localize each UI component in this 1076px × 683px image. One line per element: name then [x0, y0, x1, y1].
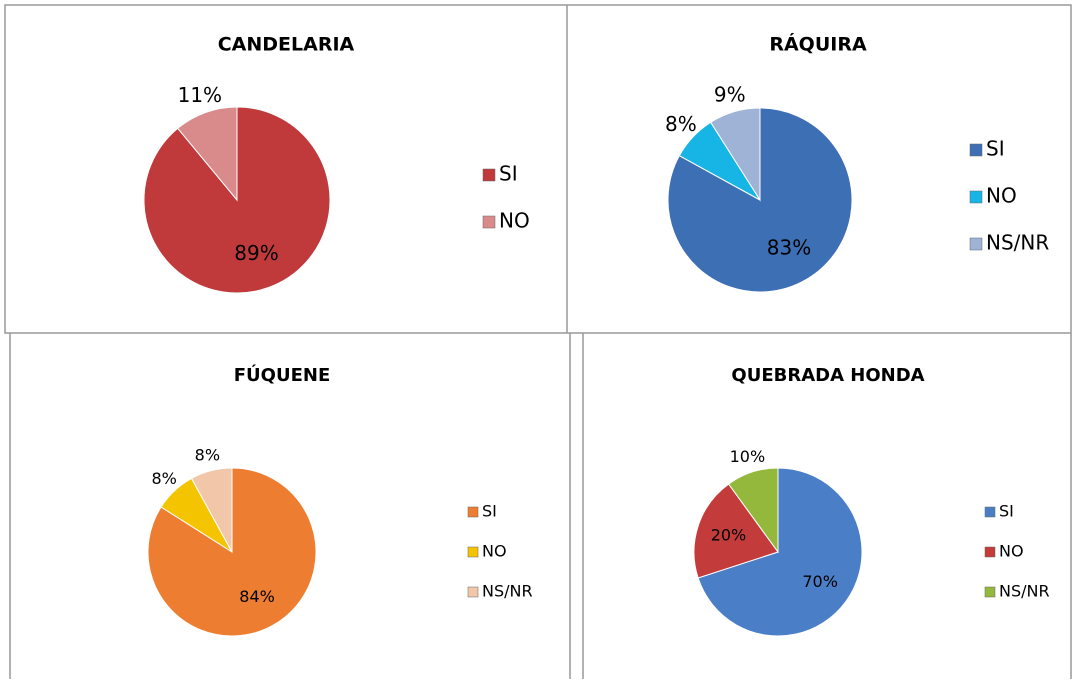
pie-slice [697, 467, 863, 637]
legend-marker [482, 215, 496, 229]
legend-marker [969, 237, 983, 251]
chart-title: FÚQUENE [234, 364, 331, 386]
legend-marker [984, 586, 996, 598]
legend-label: NS/NR [986, 231, 1049, 255]
data-label: 9% [714, 82, 746, 106]
data-label: 84% [239, 587, 275, 606]
legend-label: NS/NR [999, 582, 1050, 601]
pie-slice [710, 107, 761, 202]
data-label: 11% [178, 83, 222, 107]
data-label: 10% [730, 447, 766, 466]
pie-slice [693, 483, 779, 579]
legend-marker [467, 546, 479, 558]
data-label: 20% [711, 525, 747, 544]
data-label: 8% [665, 112, 697, 136]
panel-border [4, 4, 1072, 334]
legend-label: SI [499, 162, 518, 186]
chart-title: RÁQUIRA [769, 33, 867, 56]
data-label: 89% [234, 241, 278, 265]
data-label: 8% [151, 469, 176, 488]
legend-label: NO [482, 542, 507, 561]
data-label: 70% [802, 572, 838, 591]
legend-label: NO [499, 209, 530, 233]
data-label: 8% [195, 445, 220, 464]
pie-slice [143, 106, 331, 294]
legend-marker [984, 546, 996, 558]
legend-label: NO [986, 184, 1017, 208]
legend-marker [969, 143, 983, 157]
legend-label: SI [986, 137, 1005, 161]
legend-label: SI [482, 502, 497, 521]
legend-label: NO [999, 542, 1024, 561]
legend-marker [969, 190, 983, 204]
pie-slice [177, 106, 238, 202]
legend-label: SI [999, 502, 1014, 521]
pie-slice [727, 467, 779, 554]
legend-label: NS/NR [482, 582, 533, 601]
chart-title: QUEBRADA HONDA [731, 365, 924, 386]
legend-marker [482, 168, 496, 182]
legend-marker [467, 586, 479, 598]
chart-title: CANDELARIA [218, 34, 355, 56]
pie-slice [190, 467, 233, 553]
legend-marker [467, 506, 479, 518]
data-label: 83% [767, 236, 811, 260]
legend-marker [984, 506, 996, 518]
